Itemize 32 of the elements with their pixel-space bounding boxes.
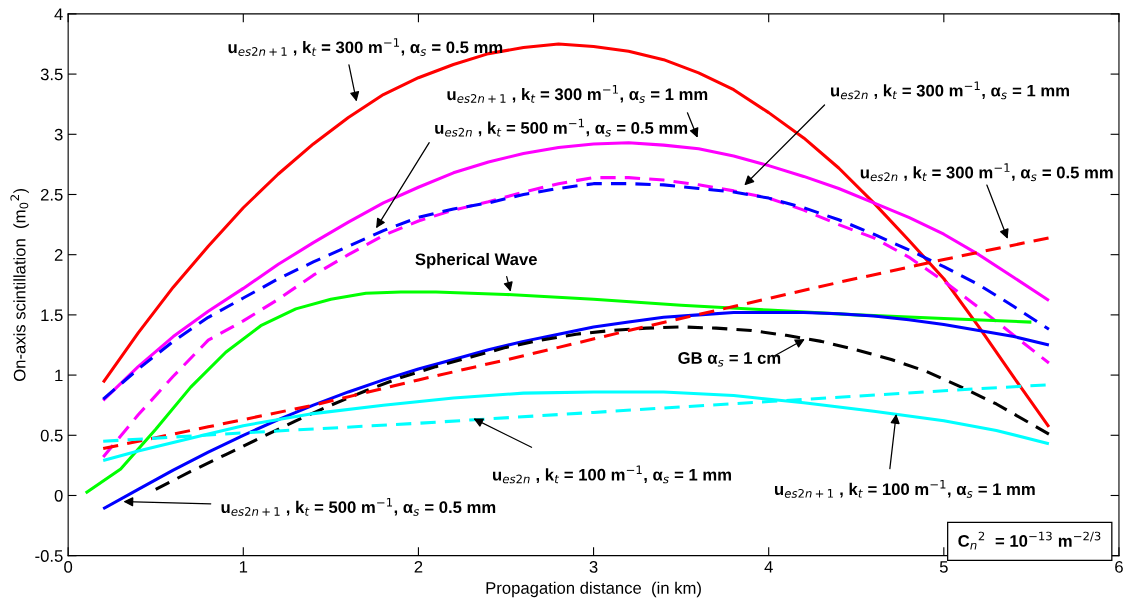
y-tick-label: 1 <box>55 369 63 382</box>
text: u$_{es2n}$ , k$_{t}$ = 100 m$^{−1}$, α$_{s}$ = 1 mm <box>493 465 731 484</box>
text: u$_{es2n}$ , k$_{t}$ = 300 m$^{−1}$, α$_{s}$ = 1 mm <box>831 81 1069 100</box>
y-tick-label: 3.5 <box>40 68 63 81</box>
annotation: GB α$_{s}$ = 1 cm <box>678 352 781 367</box>
x-tick-label: 0 <box>64 560 73 573</box>
y-tick-label: 0 <box>54 489 63 502</box>
y-tick-label: 1.5 <box>41 309 63 322</box>
x-tick-label: 2 <box>414 560 423 573</box>
x-tick-label: 4 <box>764 561 773 573</box>
line-series <box>101 141 1051 402</box>
text: u$_{es2n+1}$ , k$_{t}$ = 500 m$^{−1}$, α$_{s}$ = 0.5 mm <box>221 498 496 516</box>
y-tick-label: 4 <box>54 8 63 20</box>
annotation: Spherical Wave <box>415 252 537 269</box>
text: u$_{es2n+1}$ , k$_{t}$ = 300 m$^{−1}$, α$_{s}$ = 1 mm <box>447 85 708 103</box>
y-tick-label: 2 <box>54 249 63 261</box>
annotation: C$_{n}$$^{2}$ = 10$^{−13}$ m$^{−2/3}$ <box>958 531 1101 550</box>
y-axis-title: On-axis scintillation (m$_{0}$$^{2}$) <box>10 188 29 381</box>
y-tick-label: -0.5 <box>35 550 63 562</box>
x-tick-label: 6 <box>1115 560 1123 573</box>
text: u$_{es2n+1}$ , k$_{t}$ = 100 m$^{−1}$, α$_{s}$ = 1 mm <box>774 480 1035 498</box>
text: u$_{es2n}$ , k$_{t}$ = 500 m$^{−1}$, α$_{s}$ = 0.5 mm <box>435 118 688 137</box>
line-series <box>101 182 1051 401</box>
x-tick-label: 3 <box>589 560 598 573</box>
x-axis-title: Propagation distance (in km) <box>486 581 701 598</box>
y-tick-label: 0.5 <box>40 429 63 442</box>
x-tick-label: 1 <box>239 561 248 573</box>
y-tick-label: 3 <box>54 128 63 141</box>
y-tick-label: 2.5 <box>40 188 63 201</box>
text: u$_{es2n+1}$ , k$_{t}$ = 300 m$^{−1}$, α$_{s}$ = 0.5 mm <box>228 38 503 56</box>
text: u$_{es2n}$ , k$_{t}$ = 300 m$^{−1}$, α$_{s}$ = 0.5 mm <box>860 163 1113 182</box>
x-tick-label: 5 <box>939 561 948 573</box>
